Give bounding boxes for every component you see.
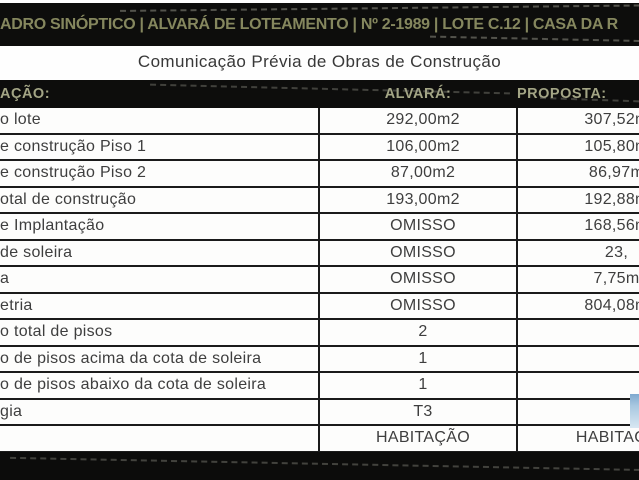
table-row: o de pisos abaixo da cota de soleira 1 [0,372,639,400]
proposta-value [517,345,639,373]
document-title: Comunicação Prévia de Obras de Construçã… [137,52,502,71]
row-label: otal de construção [0,186,320,214]
row-label: o total de pisos [0,319,320,347]
alvara-value: HABITAÇÃO [319,425,518,453]
table-row: e Implantação OMISSO 168,56m [0,213,639,241]
column-header-alvara: ALVARÁ: [384,86,452,102]
column-header-designacao: AÇÃO: [0,86,51,102]
row-label: o de pisos abaixo da cota de soleira [0,372,320,400]
row-label: de soleira [0,239,320,267]
column-header-proposta: PROPOSTA: [517,86,607,102]
row-label: gia [0,398,320,426]
document-footer-bar [0,452,639,480]
alvara-value: 1 [319,372,518,400]
alvara-value: OMISSO [319,266,518,294]
table-row: o total de pisos 2 [0,319,639,347]
table-header-row: AÇÃO: ALVARÁ: PROPOSTA: [0,80,639,108]
proposta-value: HABITAÇÃ [517,425,639,453]
proposta-value: 192,88m [517,186,639,214]
table-row: o lote 292,00m2 307,52m [0,108,639,135]
alvara-value: 1 [319,345,518,373]
table-row: o de pisos acima da cota de soleira 1 [0,345,639,373]
table-row: e construção Piso 1 106,00m2 105,80m [0,133,639,161]
table-row: de soleira OMISSO 23, [0,239,639,267]
proposta-value: 105,80m [517,133,639,161]
table-row: HABITAÇÃO HABITAÇÃ [0,425,639,453]
proposta-value [517,372,639,400]
table-row: gia T3 [0,398,639,426]
table-row: otal de construção 193,00m2 192,88m [0,186,639,214]
alvara-value: 2 [319,319,518,347]
document-header-text: ADRO SINÓPTICO | ALVARÁ DE LOTEAMENTO | … [0,15,618,33]
document-header-bar: ADRO SINÓPTICO | ALVARÁ DE LOTEAMENTO | … [0,3,639,46]
row-label: e Implantação [0,213,320,241]
row-label: e construção Piso 1 [0,133,320,161]
proposta-value: 168,56m [517,213,639,241]
row-label: o de pisos acima da cota de soleira [0,345,320,373]
table-row: etria OMISSO 804,08m [0,292,639,320]
alvara-value: 87,00m2 [319,160,518,188]
alvara-value: OMISSO [319,292,518,320]
alvara-value: OMISSO [319,213,518,241]
synoptic-table: AÇÃO: ALVARÁ: PROPOSTA: o lote 292,00m2 … [0,80,639,453]
proposta-value: 307,52m [517,108,639,135]
alvara-value: T3 [319,398,518,426]
proposta-value: 23, [517,239,639,267]
proposta-value [517,398,639,426]
row-label: etria [0,292,320,320]
alvara-value: OMISSO [319,239,518,267]
alvara-value: 193,00m2 [319,186,518,214]
alvara-value: 292,00m2 [319,108,518,135]
proposta-value: 804,08m [517,292,639,320]
watermark-fragment [630,394,639,428]
alvara-value: 106,00m2 [319,133,518,161]
row-label: a [0,266,320,294]
row-label: o lote [0,108,320,135]
proposta-value: 7,75m [517,266,639,294]
table-row: e construção Piso 2 87,00m2 86,97m [0,160,639,188]
row-label [0,425,320,453]
table-row: a OMISSO 7,75m [0,266,639,294]
proposta-value: 86,97m [517,160,639,188]
row-label: e construção Piso 2 [0,160,320,188]
proposta-value [517,319,639,347]
